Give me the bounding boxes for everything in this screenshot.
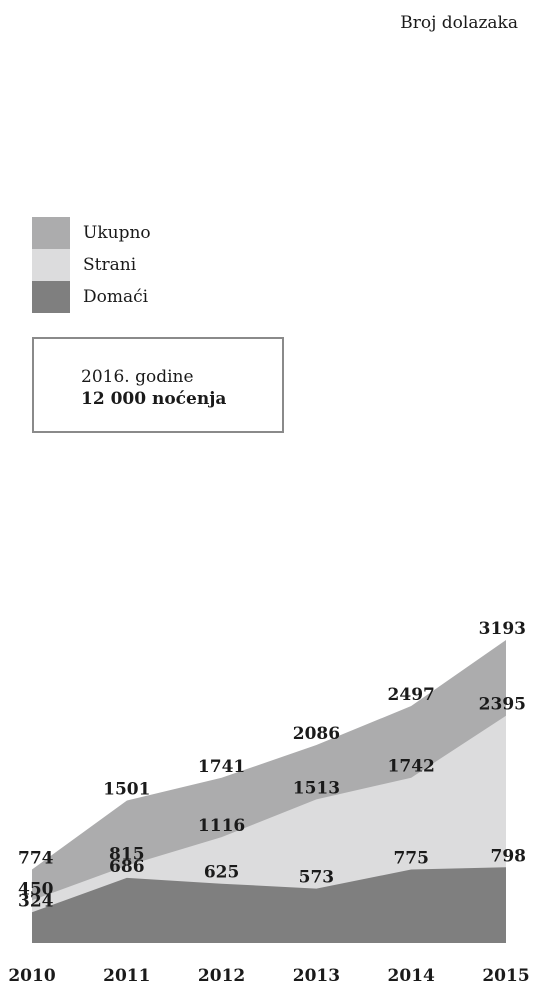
data-label: 1742 xyxy=(388,757,435,777)
legend: Ukupno Strani Domaći xyxy=(32,217,151,313)
data-label: 1513 xyxy=(293,778,340,798)
x-tick-label: 2010 xyxy=(8,966,55,986)
legend-item-strani: Strani xyxy=(32,249,151,281)
data-label: 1501 xyxy=(103,780,150,800)
data-label: 686 xyxy=(109,857,145,877)
data-label: 2497 xyxy=(388,685,435,705)
data-label: 2395 xyxy=(479,695,526,715)
data-label: 1741 xyxy=(198,757,245,777)
data-label: 625 xyxy=(204,863,240,883)
data-label: 450 xyxy=(18,879,54,899)
data-label: 3193 xyxy=(479,619,526,639)
legend-label-ukupno: Ukupno xyxy=(83,223,151,243)
data-label: 774 xyxy=(18,849,54,869)
data-label: 573 xyxy=(299,868,335,888)
data-label: 815 xyxy=(109,845,145,865)
legend-label-strani: Strani xyxy=(83,255,137,275)
legend-swatch-domaci xyxy=(32,281,70,313)
legend-item-domaci: Domaći xyxy=(32,281,151,313)
legend-label-domaci: Domaći xyxy=(83,287,149,307)
data-label: 2086 xyxy=(293,724,340,744)
data-label: 324 xyxy=(18,891,54,911)
x-tick-label: 2011 xyxy=(103,966,150,986)
x-tick-label: 2012 xyxy=(198,966,245,986)
legend-item-ukupno: Ukupno xyxy=(32,217,151,249)
info-box: 2016. godine 12 000 noćenja xyxy=(32,337,284,433)
x-tick-label: 2013 xyxy=(293,966,340,986)
legend-swatch-ukupno xyxy=(32,217,70,249)
area-domaci xyxy=(32,867,506,943)
x-tick-label: 2014 xyxy=(388,966,435,986)
legend-swatch-strani xyxy=(32,249,70,281)
data-label: 798 xyxy=(491,846,527,866)
info-year: 2016. godine xyxy=(81,367,194,387)
info-value: 12 000 noćenja xyxy=(81,389,227,409)
x-tick-label: 2015 xyxy=(482,966,529,986)
data-label: 775 xyxy=(393,848,429,868)
data-label: 1116 xyxy=(198,816,245,836)
chart-title: Broj dolazaka xyxy=(400,13,518,33)
